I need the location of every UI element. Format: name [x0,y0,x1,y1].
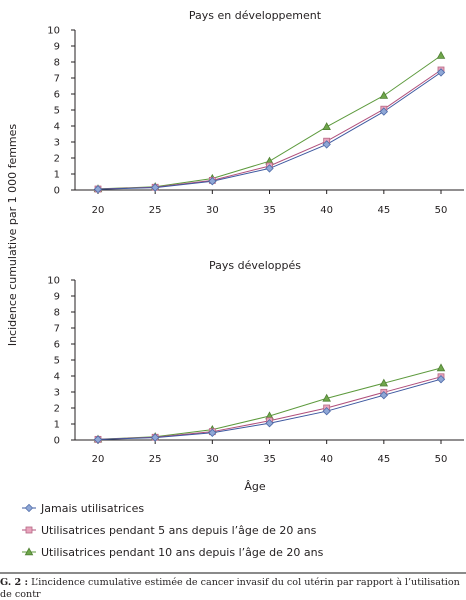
y-tick-label: 9 [54,42,60,53]
data-point [379,378,389,387]
x-tick-label: 20 [92,205,105,216]
y-tick-label: 3 [54,388,60,399]
x-tick-label: 35 [263,454,276,465]
data-point [93,435,103,444]
y-tick-label: 6 [54,90,60,101]
caption-divider [0,572,466,574]
y-tick-label: 5 [54,356,60,367]
legend-label: Utilisatrices pendant 10 ans depuis l’âg… [41,546,324,559]
y-tick-label: 5 [54,106,60,117]
legend-marker-icon [24,547,34,556]
series-line [97,367,442,440]
y-tick-label: 1 [54,420,60,431]
y-tick-label: 2 [54,404,60,415]
y-axis-label: Incidence cumulative par 1 000 femmes [6,124,19,347]
x-tick-label: 40 [320,454,333,465]
x-tick-label: 45 [377,205,390,216]
y-tick-label: 9 [54,292,60,303]
data-point [322,407,331,416]
x-tick-label: 40 [320,205,333,216]
series-line [97,378,442,441]
data-point [379,107,388,116]
y-tick-label: 7 [54,74,60,85]
figure-caption: G. 2 : L’incidence cumulative estimée de… [0,577,466,600]
legend-label: Jamais utilisatrices [40,502,144,515]
y-tick-label: 0 [54,436,60,447]
data-point [322,140,331,149]
y-tick-label: 3 [54,138,60,149]
data-point [208,428,217,437]
y-tick-label: 0 [54,186,60,197]
data-point [436,363,446,372]
data-point [436,50,446,59]
data-point [436,375,446,384]
data-point [265,419,274,428]
y-tick-label: 1 [54,170,60,181]
caption-label: G. 2 : [0,577,29,588]
y-tick-label: 2 [54,154,60,165]
x-axis-label: Âge [244,480,266,493]
caption-text: L’incidence cumulative estimée de cancer… [0,577,460,600]
data-point [379,90,389,99]
data-point [93,185,103,194]
data-point [265,164,274,173]
data-point [151,433,160,442]
data-point [436,68,446,77]
y-tick-label: 4 [54,372,60,383]
y-tick-label: 6 [54,340,60,351]
legend-marker-icon [25,526,33,534]
x-tick-label: 50 [435,454,448,465]
x-tick-label: 25 [149,205,162,216]
data-point [322,122,331,131]
x-tick-label: 45 [377,454,390,465]
y-tick-label: 10 [47,26,60,37]
x-tick-label: 30 [206,454,219,465]
legend: Jamais utilisatrices Utilisatrices pendan… [22,502,324,559]
legend-label: Utilisatrices pendant 5 ans depuis l’âge… [41,524,317,537]
x-tick-label: 35 [263,205,276,216]
series-line [97,376,442,440]
y-tick-label: 8 [54,58,60,69]
data-point [151,183,160,192]
chart-title: Pays en développement [189,9,322,22]
x-tick-label: 30 [206,205,219,216]
data-point [379,391,388,400]
data-point [322,393,331,402]
x-tick-label: 25 [149,454,162,465]
y-tick-label: 7 [54,324,60,335]
legend-marker-icon [24,503,34,513]
y-tick-label: 8 [54,308,60,319]
chart-title: Pays développés [209,259,301,272]
y-tick-label: 4 [54,122,60,133]
x-tick-label: 20 [92,454,105,465]
y-tick-label: 10 [47,276,60,287]
data-point [208,177,217,186]
x-tick-label: 50 [435,205,448,216]
